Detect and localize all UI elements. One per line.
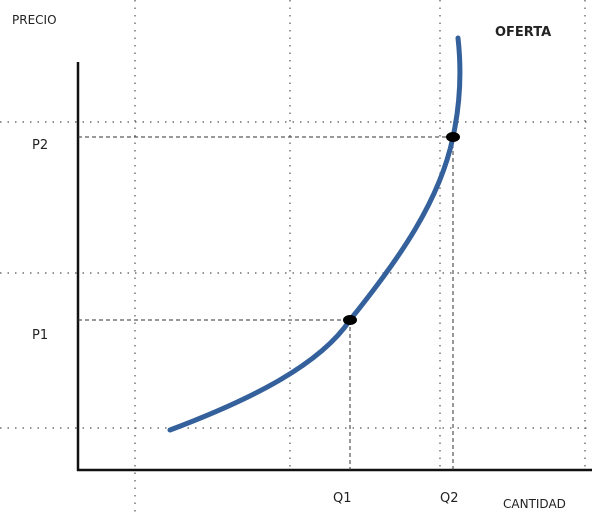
point	[343, 315, 357, 325]
price-label: P2	[32, 138, 48, 153]
quantity-label: Q2	[440, 491, 459, 506]
label-box	[486, 14, 578, 54]
guides	[78, 136, 454, 470]
y-axis-label: PRECIO	[12, 13, 57, 27]
curve-label: OFERTA	[495, 25, 551, 40]
label-box	[496, 490, 592, 513]
x-axis-label: CANTIDAD	[503, 497, 566, 511]
point	[446, 132, 460, 142]
price-label: P1	[32, 328, 48, 343]
quantity-label: Q1	[333, 491, 352, 506]
label-box	[4, 4, 76, 44]
supply-curve	[167, 35, 463, 433]
axes	[76, 62, 592, 472]
